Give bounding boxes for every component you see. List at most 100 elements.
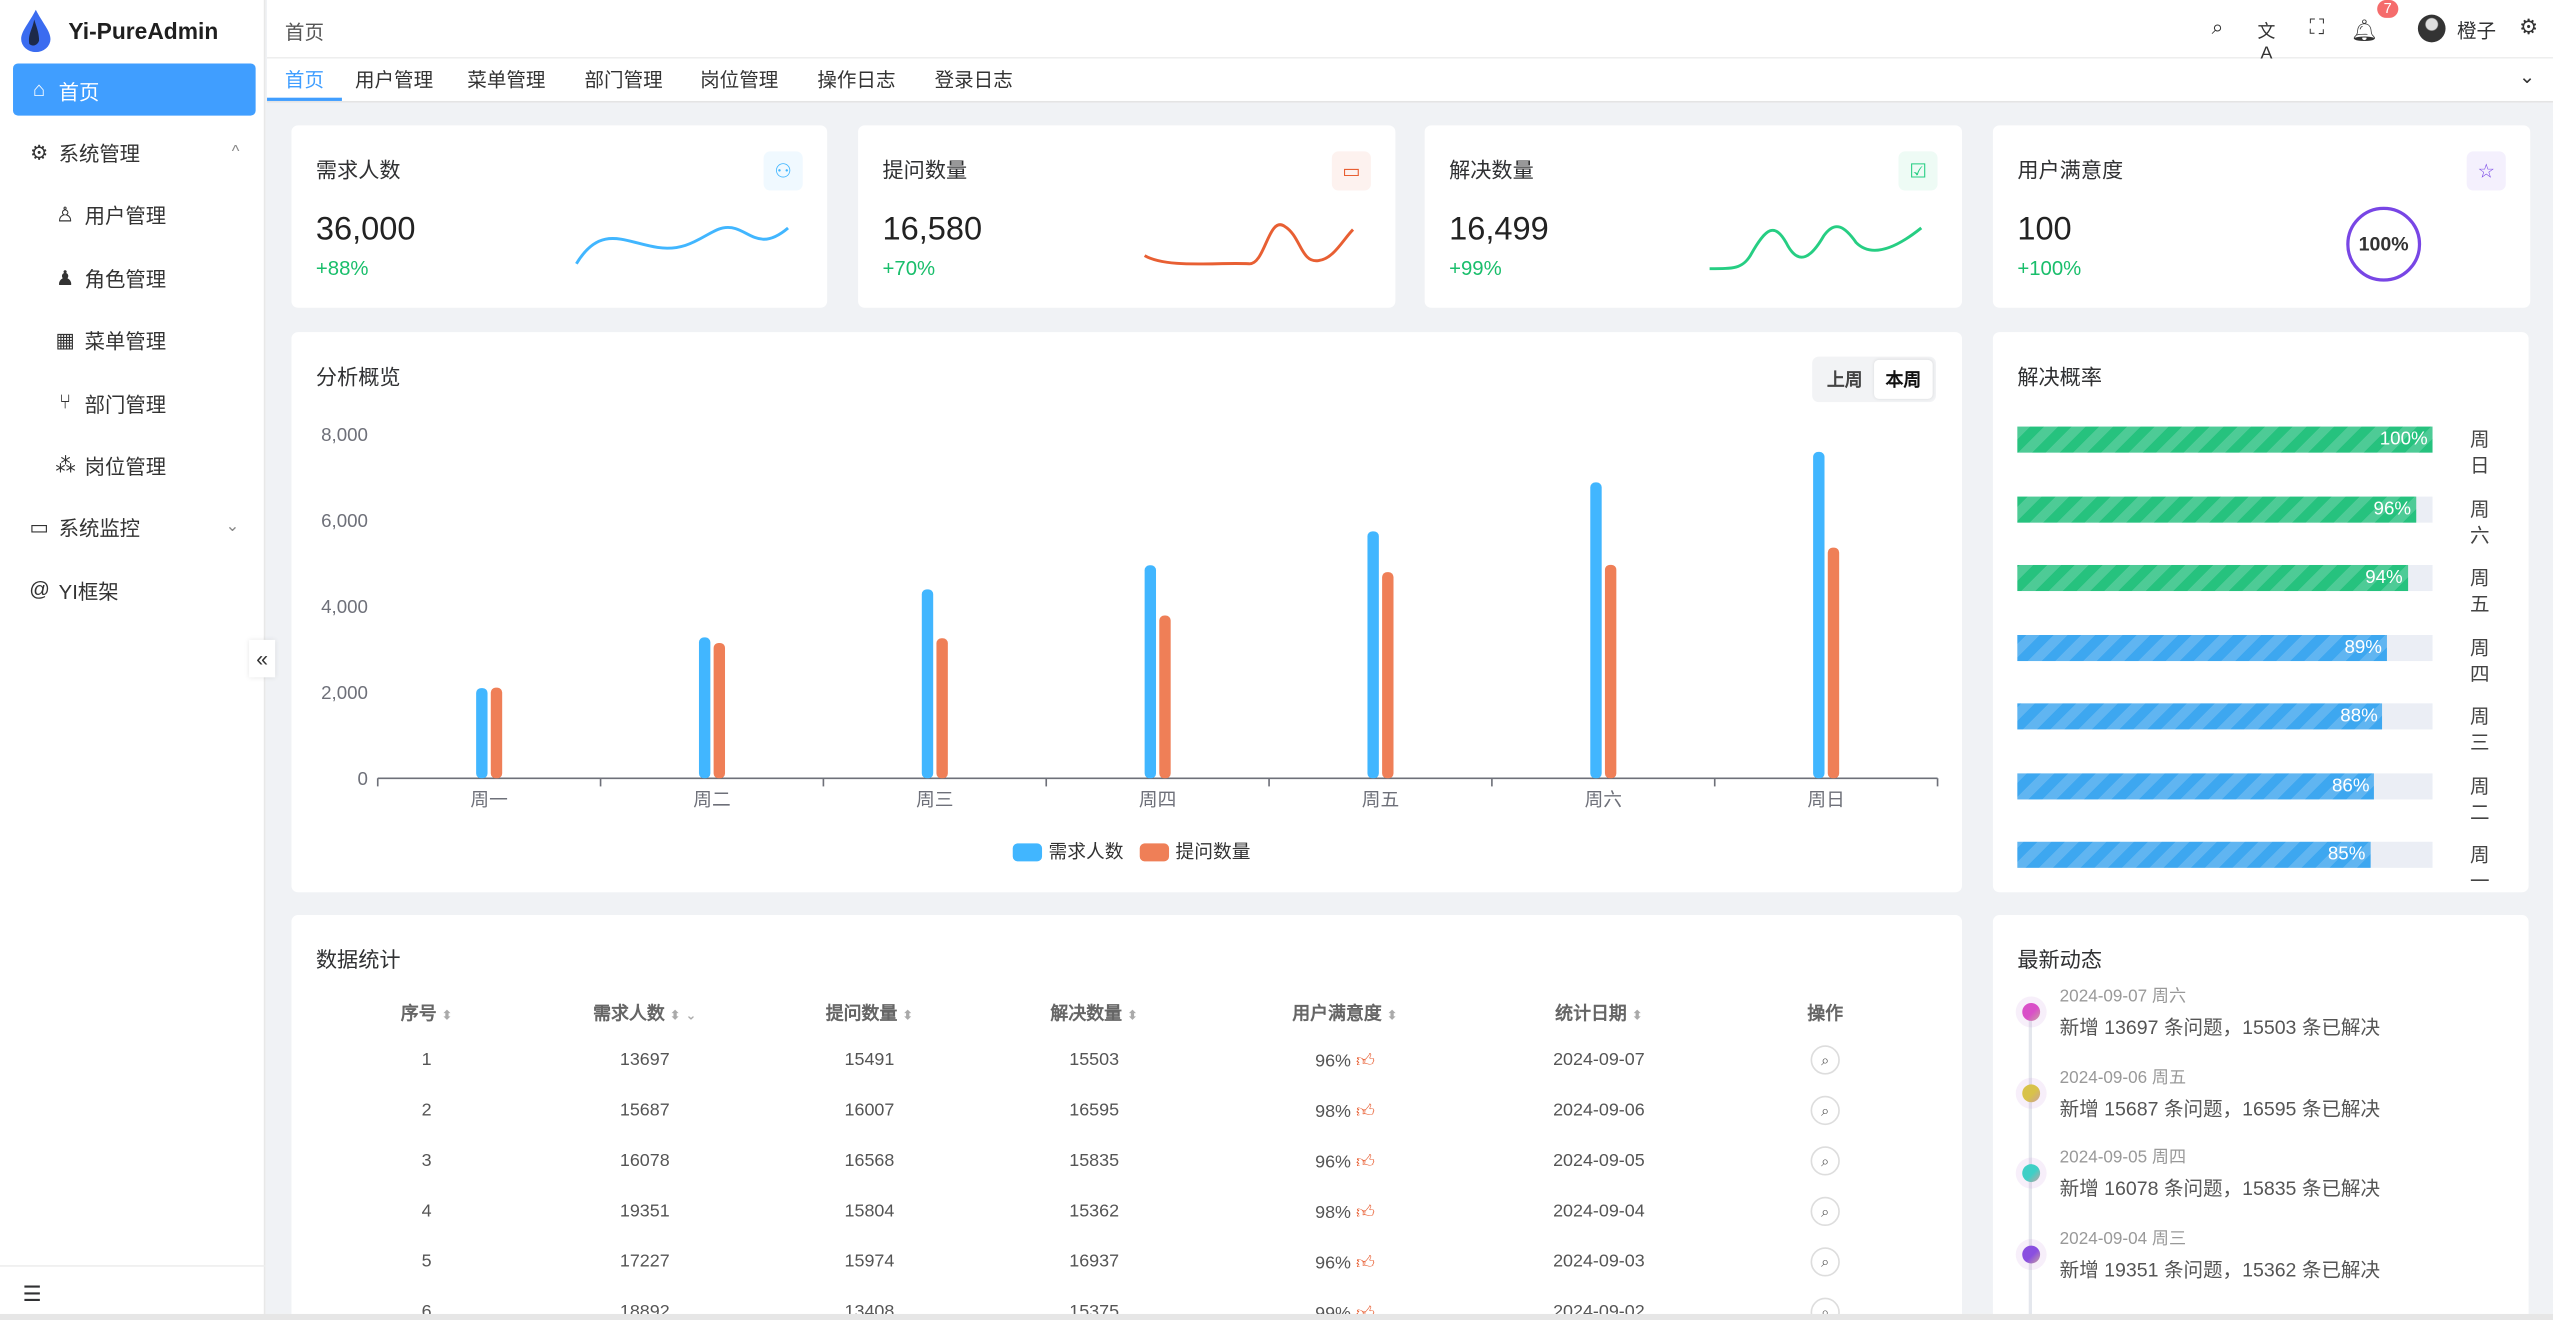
stat-title: 需求人数 [315,157,401,183]
users-icon[interactable]: ⚇ [763,151,803,191]
rate-progress-bar: 94% [2017,564,2433,592]
check-message-icon[interactable]: ☑ [1898,151,1938,191]
star-icon[interactable]: ☆ [2466,151,2506,191]
tags-dropdown-chevron-icon[interactable]: ⌄ [2518,65,2536,88]
view-details-button[interactable]: ⌕ [1810,1247,1840,1277]
tab[interactable]: 部门管理 [584,68,663,92]
timeline-text: 新增 19351 条问题，15362 条已解决 [2059,1257,2381,1281]
collapse-sidebar-button[interactable]: « [249,639,276,678]
rate-day-label: 周日 [2469,428,2490,478]
sidebar-item[interactable]: ♙ 用户管理 [13,187,256,239]
sidebar-item-label: 用户管理 [84,204,167,228]
table-cell: 19351 [620,1202,670,1222]
sort-icon[interactable]: ⬍ [441,1007,453,1023]
tab[interactable]: 首页 [267,59,342,101]
sort-icon[interactable]: ⬍ [669,1007,681,1023]
tab[interactable]: 登录日志 [934,68,1013,92]
thumbs-up-icon: 👍︎ [1350,1102,1375,1122]
horizontal-scrollbar[interactable] [0,1313,2553,1320]
view-details-button[interactable]: ⌕ [1810,1146,1840,1176]
sidebar-item[interactable]: ⚙ 系统管理 ^ [13,125,256,177]
rate-day-label: 周一 [2469,843,2490,893]
toggle-last-week[interactable]: 上周 [1826,371,1863,391]
menu-fold-icon: ☰ [22,1280,42,1306]
data-stats-card: 数据统计 序号 ⬍ 需求人数 ⬍ ⌄ 提问数量 ⬍ 解决数量 ⬍ 用户满意度 ⬍ 统计日期 ⬍ 操作 1 13… [291,915,1962,1320]
gear-icon: ⚙ [29,140,49,164]
rate-row: 89% 周四 [2017,634,2505,685]
table-cell: 15835 [1069,1151,1119,1171]
cell-value: 19351 [619,1201,670,1222]
timeline-date: 2024-09-07 周六 [2059,986,2187,1007]
sort-icon[interactable]: ⬍ [1386,1007,1398,1023]
chat-icon[interactable]: ▭ [1331,151,1371,191]
settings-gear-icon[interactable]: ⚙ [2519,14,2539,40]
sidebar-item[interactable]: ▭ 系统监控 ⌄ [13,500,256,552]
tab[interactable]: 操作日志 [817,68,896,92]
bell-icon[interactable]: 🔔︎ [2350,17,2378,43]
rate-progress-fill: 100% [2017,426,2433,453]
bar-questions [936,638,948,779]
column-header[interactable]: 统计日期 ⬍ [1555,1000,1642,1026]
x-tick-label: 周一 [470,789,507,810]
sidebar-item[interactable]: ♟ 角色管理 [13,251,256,303]
sort-icon[interactable]: ⬍ [1631,1007,1643,1023]
timeline-dot [2022,1002,2041,1021]
toggle-this-week[interactable]: 本周 [1874,359,1933,399]
app-logo[interactable]: Yi-PureAdmin [20,9,218,53]
cell-value: 1 [421,1050,432,1070]
column-header[interactable]: 序号 ⬍ [401,1000,453,1026]
view-details-button[interactable]: ⌕ [1810,1095,1840,1126]
tree-icon: ⁂ [55,453,76,477]
timeline-text: 新增 16078 条问题，15835 条已解决 [2059,1177,2381,1200]
sparkline-path [1143,223,1355,266]
cell-value: 4 [421,1201,432,1222]
sidebar-item[interactable]: ⌂ 首页 [13,63,256,116]
rate-progress-fill: 86% [2017,772,2375,799]
rate-row: 96% 周六 [2017,495,2505,546]
table-cell: 5 [422,1252,432,1272]
tab[interactable]: 用户管理 [354,68,434,92]
username[interactable]: 橙子 [2456,19,2497,43]
filter-chevron-icon[interactable]: ⌄ [685,1007,697,1023]
table-cell: 2024-09-05 [1553,1151,1645,1171]
sidebar-item[interactable]: ⑂ 部门管理 [13,376,256,428]
view-details-button[interactable]: ⌕ [1810,1196,1840,1227]
column-header[interactable]: 解决数量 ⬍ [1050,1000,1137,1026]
column-header[interactable]: 需求人数 ⬍ ⌄ [593,1000,696,1026]
stat-value: 16,580 [882,211,983,248]
timeline-dot [2022,1164,2041,1183]
sidebar-toggle-button[interactable]: ☰ [0,1265,266,1320]
x-tick-label: 周二 [693,789,730,810]
column-header[interactable]: 用户满意度 ⬍ [1292,1000,1397,1026]
cell-value: 15835 [1069,1151,1120,1171]
sidebar-item[interactable]: ▦ 菜单管理 [13,313,256,365]
sidebar-item[interactable]: @ YI框架 [13,563,256,615]
table-cell: 4 [422,1202,432,1222]
cell-value: 15687 [619,1100,670,1121]
stat-card: 解决数量 ☑ 16,499 +99% [1424,125,1962,308]
sort-icon[interactable]: ⬍ [902,1007,914,1023]
cell-value: 15804 [844,1201,895,1222]
sparkline-path [1709,225,1923,271]
tab[interactable]: 岗位管理 [700,68,779,92]
sparkline [1143,223,1355,266]
table-cell: 98% 👍︎ [1315,1101,1375,1122]
fullscreen-icon[interactable]: ⛶ [2309,14,2325,40]
avatar[interactable] [2417,14,2446,43]
y-tick-label: 4,000 [321,596,368,617]
tab[interactable]: 菜单管理 [467,68,546,92]
cell-value: 96% [1315,1253,1351,1274]
column-header[interactable]: 提问数量 ⬍ [826,1000,913,1026]
view-details-button[interactable]: ⌕ [1810,1297,1840,1320]
sort-icon[interactable]: ⬍ [1126,1007,1138,1023]
breadcrumb[interactable]: 首页 [284,21,325,44]
table-cell: 16007 [845,1101,895,1121]
sparkline [1709,225,1923,271]
view-details-button[interactable]: ⌕ [1810,1045,1840,1075]
legend-swatch [1012,843,1043,862]
sidebar-item[interactable]: ⁂ 岗位管理 [13,438,256,490]
table-cell: 15503 [1069,1050,1119,1070]
translate-icon[interactable]: 文A [2257,22,2276,64]
stat-title: 解决数量 [1449,157,1534,183]
search-icon[interactable]: ⌕ [2211,14,2224,40]
